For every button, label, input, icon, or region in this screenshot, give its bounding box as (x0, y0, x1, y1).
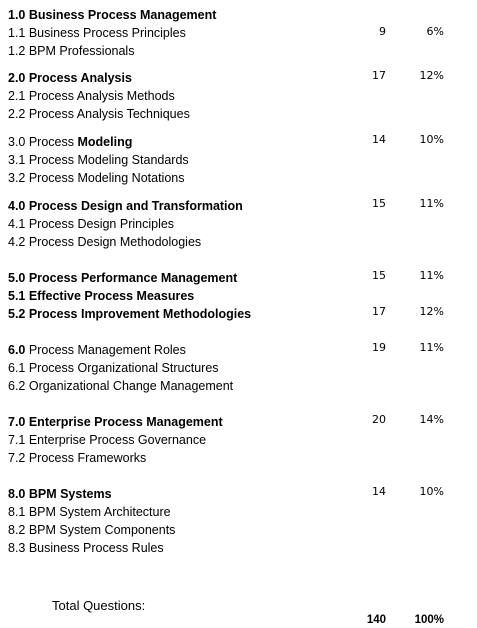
section-7-percent: 14% (419, 413, 444, 426)
section-8-1-item: 8.1 BPM System Architecture (8, 505, 171, 519)
section-4-2-item: 4.2 Process Design Methodologies (8, 235, 202, 249)
section-8-percent: 10% (419, 485, 444, 498)
section-1-2-item: 1.2 BPM Professionals (8, 44, 135, 58)
section-3-heading: 3.0 Process Modeling (8, 134, 132, 150)
section-5-1-item: 5.1 Effective Process Measures (8, 289, 195, 303)
section-5-2-percent: 12% (419, 305, 444, 318)
section-6-heading-text: Process Management Roles (25, 343, 186, 357)
section-8-2-item: 8.2 BPM System Components (8, 523, 176, 537)
section-3-percent: 10% (419, 133, 444, 146)
section-6-1-item: 6.1 Process Organizational Structures (8, 361, 219, 375)
section-6-2-item: 6.2 Organizational Change Management (8, 379, 234, 393)
section-4-count: 15 (372, 197, 386, 210)
section-3-heading-bold: Modeling (77, 135, 133, 149)
section-4-percent: 11% (419, 197, 444, 210)
section-6-heading: 6.0 Process Management Roles (8, 342, 186, 358)
section-2-1-item: 2.1 Process Analysis Methods (8, 89, 175, 103)
section-1-percent: 6% (426, 25, 444, 38)
section-4-heading: 4.0 Process Design and Transformation (8, 199, 243, 213)
section-7-1-item: 7.1 Enterprise Process Governance (8, 433, 207, 447)
section-3-2-item: 3.2 Process Modeling Notations (8, 171, 185, 185)
section-1-heading: 1.0 Business Process Management (8, 8, 217, 22)
section-5-2-item: 5.2 Process Improvement Methodologies (8, 307, 252, 321)
section-6-heading-number: 6.0 (8, 343, 26, 357)
section-7-count: 20 (372, 413, 386, 426)
section-7-heading: 7.0 Enterprise Process Management (8, 415, 223, 429)
section-8-3-item: 8.3 Business Process Rules (8, 541, 164, 555)
total-percent: 100% (414, 614, 444, 626)
section-3-heading-prefix: 3.0 Process (8, 135, 78, 149)
section-7-2-item: 7.2 Process Frameworks (8, 451, 147, 465)
section-2-2-item: 2.2 Process Analysis Techniques (8, 107, 190, 121)
section-8-heading: 8.0 BPM Systems (8, 487, 112, 501)
section-6-percent: 11% (419, 341, 444, 354)
section-2-percent: 12% (419, 69, 444, 82)
section-6-count: 19 (372, 341, 386, 354)
section-8-count: 14 (372, 485, 386, 498)
total-questions-label: Total Questions: (52, 598, 146, 613)
section-5-2-count: 17 (372, 305, 386, 318)
section-1-1-item: 1.1 Business Process Principles (8, 26, 186, 40)
section-3-count: 14 (372, 133, 386, 146)
section-5-heading: 5.0 Process Performance Management (8, 271, 238, 285)
section-5-count: 15 (372, 269, 386, 282)
section-4-1-item: 4.1 Process Design Principles (8, 217, 175, 231)
section-2-count: 17 (372, 69, 386, 82)
section-2-heading: 2.0 Process Analysis (8, 71, 132, 85)
section-5-percent: 11% (419, 269, 444, 282)
section-1-count: 9 (379, 25, 386, 38)
total-count: 140 (366, 614, 386, 626)
section-3-1-item: 3.1 Process Modeling Standards (8, 153, 189, 167)
